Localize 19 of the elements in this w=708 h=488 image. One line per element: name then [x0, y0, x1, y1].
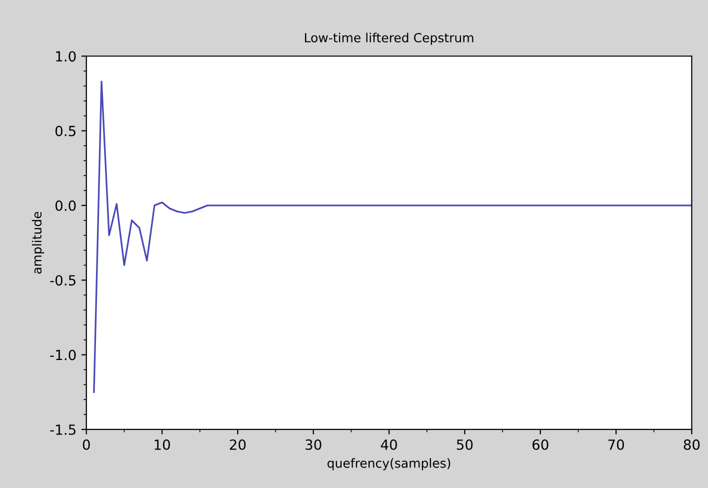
x-tick-label: 80 — [684, 439, 700, 450]
x-tick-label: 70 — [608, 439, 624, 450]
x-tick-label: 40 — [380, 439, 397, 450]
x-tick-label: 60 — [532, 439, 548, 450]
x-tick-label: 0 — [82, 439, 90, 450]
y-tick-label: 1.0 — [56, 51, 76, 62]
y-tick-label: 0.5 — [55, 126, 76, 136]
y-axis-title: amplitude — [32, 212, 44, 274]
x-axis-title: quefrency(samples) — [328, 458, 450, 470]
y-tick-label: -1.5 — [50, 424, 76, 435]
chart-title: Low-time liftered Cepstrum — [305, 32, 474, 45]
y-tick-label: -0.5 — [50, 275, 76, 286]
x-tick-label: 20 — [230, 439, 246, 450]
x-tick-label: 50 — [456, 439, 473, 450]
x-tick-label: 30 — [306, 439, 322, 450]
line-series — [93, 80, 692, 393]
y-tick-label: -1.0 — [50, 350, 76, 360]
y-tick-label: 0.0 — [55, 200, 76, 211]
x-tick-label: 10 — [154, 439, 170, 450]
